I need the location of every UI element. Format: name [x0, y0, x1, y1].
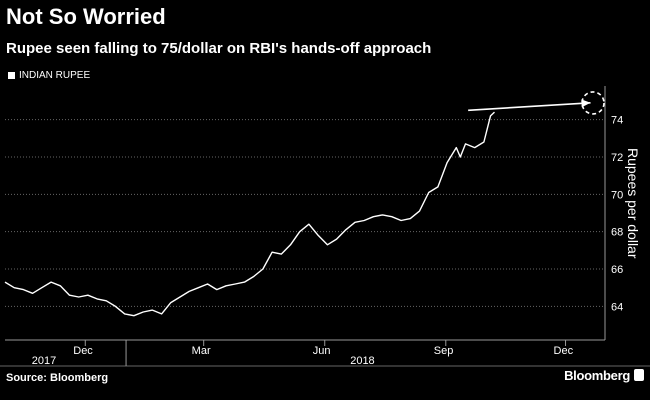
brand-badge-icon: [634, 369, 644, 381]
y-axis-title: Rupees per dollar: [625, 148, 641, 259]
chart-subtitle: Rupee seen falling to 75/dollar on RBI's…: [6, 40, 432, 57]
chart-title: Not So Worried: [6, 4, 166, 29]
y-tick-label: 74: [611, 115, 623, 127]
brand-logo: Bloomberg: [564, 368, 630, 383]
x-tick-label: Jun: [313, 345, 331, 357]
y-tick-label: 66: [611, 264, 623, 276]
legend: INDIAN RUPEE: [8, 70, 90, 81]
x-tick-label: Dec: [73, 345, 93, 357]
series-line-indian-rupee: [4, 111, 495, 317]
y-tick-label: 64: [611, 301, 623, 313]
x-tick-label: Sep: [434, 345, 454, 357]
legend-swatch: [8, 72, 15, 79]
x-tick-label: Mar: [192, 345, 211, 357]
forecast-arrow-line: [468, 102, 591, 112]
forecast-arrow-head: [581, 99, 591, 108]
year-label: 2018: [350, 355, 374, 367]
forecast-target-circle: [581, 91, 605, 115]
y-tick-label: 72: [611, 152, 623, 164]
source-note: Source: Bloomberg: [6, 372, 109, 384]
legend-label: INDIAN RUPEE: [19, 70, 91, 81]
y-tick-label: 70: [611, 189, 623, 201]
y-tick-label: 68: [611, 227, 623, 239]
year-label: 2017: [32, 355, 56, 367]
x-tick-label: Dec: [554, 345, 574, 357]
